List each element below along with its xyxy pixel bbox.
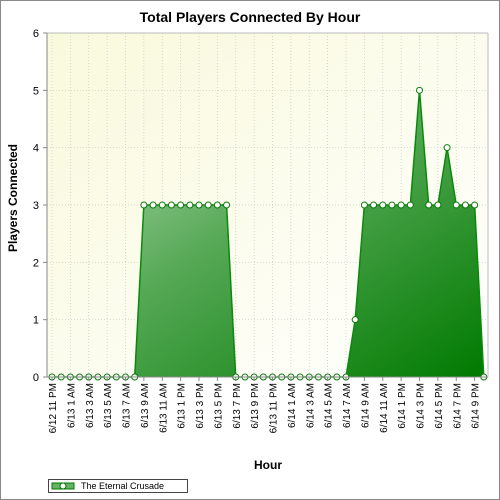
data-point: [406, 201, 414, 209]
data-point: [177, 201, 185, 209]
data-point: [416, 86, 423, 94]
data-point: [158, 201, 166, 209]
data-point: [370, 201, 378, 209]
x-tick-label: 6/14 5 PM: [434, 383, 445, 429]
data-point: [149, 201, 157, 209]
x-tick-label: 6/14 11 AM: [379, 383, 390, 433]
data-point: [434, 201, 442, 209]
x-tick-label: 6/14 3 AM: [305, 383, 316, 428]
x-tick-label: 6/13 11 PM: [269, 383, 280, 433]
chart-title: Total Players Connected By Hour: [139, 9, 361, 25]
x-tick-label: 6/14 3 PM: [416, 383, 427, 429]
x-tick-label: 6/14 9 PM: [471, 383, 482, 429]
x-tick-label: 6/14 1 PM: [397, 383, 408, 429]
legend-swatch: [51, 482, 75, 490]
y-tick-label: 5: [33, 85, 39, 97]
data-point: [140, 201, 148, 209]
x-tick-label: 6/13 3 AM: [85, 383, 96, 428]
y-tick-label: 0: [33, 372, 39, 384]
data-point: [471, 201, 479, 209]
data-point: [379, 201, 387, 209]
x-tick-label: 6/14 5 AM: [324, 383, 335, 428]
data-point: [213, 201, 221, 209]
y-tick-label: 2: [33, 257, 39, 269]
x-tick-label: 6/13 5 PM: [213, 383, 224, 429]
data-point: [351, 316, 359, 324]
x-tick-label: 6/14 7 AM: [342, 383, 353, 428]
x-tick-label: 6/13 11 AM: [158, 383, 169, 433]
x-tick-label: 6/13 9 AM: [140, 383, 151, 428]
data-point: [167, 201, 175, 209]
data-point: [388, 201, 396, 209]
y-tick-label: 4: [33, 143, 39, 155]
data-point: [195, 201, 203, 209]
legend: The Eternal Crusade: [48, 479, 188, 493]
data-point: [223, 201, 231, 209]
legend-label: The Eternal Crusade: [81, 481, 165, 491]
x-tick-label: 6/14 7 PM: [452, 383, 463, 429]
data-point: [461, 201, 469, 209]
data-point: [452, 201, 460, 209]
y-tick-label: 1: [33, 315, 39, 327]
x-tick-label: 6/13 7 PM: [232, 383, 243, 429]
data-point: [443, 144, 451, 152]
x-tick-label: 6/14 1 AM: [287, 383, 298, 428]
x-tick-label: 6/13 5 AM: [103, 383, 114, 428]
x-tick-label: 6/14 9 AM: [360, 383, 371, 428]
y-tick-label: 6: [33, 28, 39, 40]
x-tick-label: 6/12 11 PM: [48, 383, 59, 433]
data-point: [425, 201, 433, 209]
data-point: [397, 201, 405, 209]
data-point: [360, 201, 368, 209]
x-axis-label: Hour: [254, 458, 282, 472]
data-point: [204, 201, 212, 209]
data-point: [186, 201, 194, 209]
series-area-the-eternal-crusade: [52, 90, 484, 377]
x-tick-label: 6/13 7 AM: [122, 383, 133, 428]
x-tick-label: 6/13 1 PM: [177, 383, 188, 429]
x-tick-label: 6/13 3 PM: [195, 383, 206, 429]
y-tick-label: 3: [33, 200, 39, 212]
x-tick-label: 6/13 1 AM: [66, 383, 77, 428]
x-tick-label: 6/13 9 PM: [250, 383, 261, 429]
